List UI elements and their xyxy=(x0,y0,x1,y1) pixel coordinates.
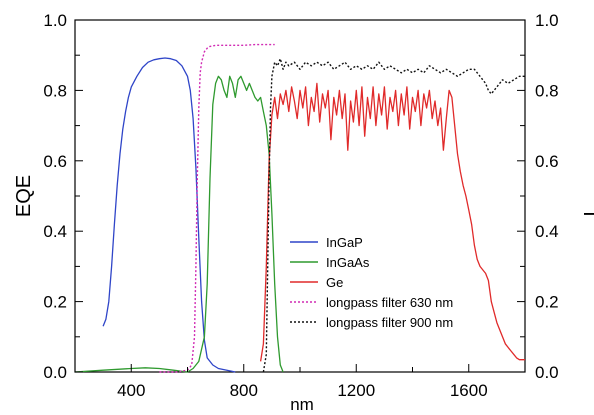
series-line-longpass-filter-630-nm xyxy=(159,43,275,373)
legend-label: longpass filter 630 nm xyxy=(326,295,453,310)
series-line-ingaas xyxy=(74,75,284,373)
y-tick-label: 0.2 xyxy=(43,293,67,312)
y2-tick-label: 0.0 xyxy=(535,363,559,382)
y2-tick-label: 0.6 xyxy=(535,152,559,171)
y-tick-label: 1.0 xyxy=(43,11,67,30)
x-tick-label: 400 xyxy=(117,381,145,400)
legend-label: InGaP xyxy=(326,235,363,250)
y-tick-label: 0.8 xyxy=(43,81,67,100)
plot-border xyxy=(74,19,526,373)
y-axis-title: EQE xyxy=(13,175,35,217)
legend-label: InGaAs xyxy=(326,255,370,270)
y-tick-label: 0.6 xyxy=(43,152,67,171)
y2-tick-label: 0.2 xyxy=(535,293,559,312)
ticks-layer: 400 800 1200 1600 0.0 0.2 0.4 0.6 0.8 1.0 0.0 0.2 0.… xyxy=(43,11,558,400)
legend-label: Ge xyxy=(326,275,343,290)
x-tick-label: 800 xyxy=(230,381,258,400)
x-tick-label: 1600 xyxy=(450,381,488,400)
plot-frame xyxy=(74,19,526,373)
legend: InGaP InGaAs Ge longpass filter 630 nm longp… xyxy=(290,235,453,330)
legend-label: longpass filter 900 nm xyxy=(326,315,453,330)
y2-axis-title: T xyxy=(579,208,594,220)
series-layer xyxy=(74,43,525,373)
y-tick-label: 0.0 xyxy=(43,363,67,382)
y2-tick-label: 0.4 xyxy=(535,222,559,241)
y2-tick-label: 1.0 xyxy=(535,11,559,30)
y2-tick-label: 0.8 xyxy=(535,81,559,100)
x-tick-label: 1200 xyxy=(337,381,375,400)
x-axis-title: nm xyxy=(290,395,314,414)
y-tick-label: 0.4 xyxy=(43,222,67,241)
series-line-longpass-filter-900-nm xyxy=(262,58,525,373)
series-line-ingap xyxy=(102,57,236,373)
series-line-ge xyxy=(259,82,525,362)
